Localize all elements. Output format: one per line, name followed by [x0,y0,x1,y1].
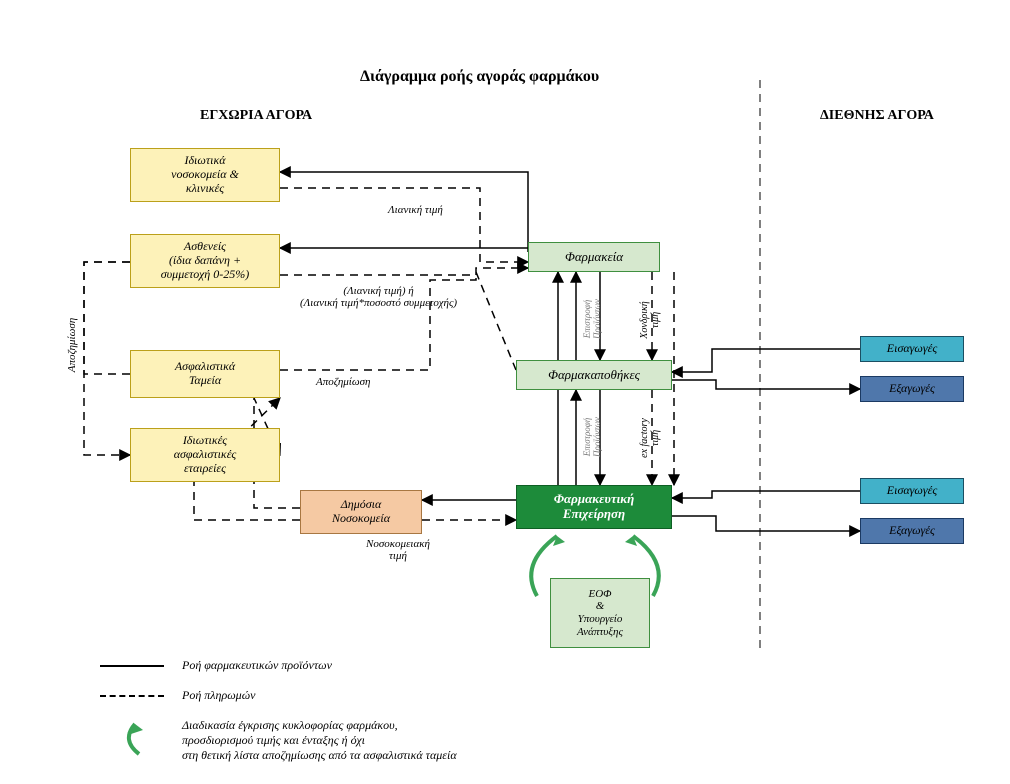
vlabel-vl_returns1: ΕπιστροφήΠροϊόντων [582,269,602,369]
node-n_exp1: Εξαγωγές [860,376,964,402]
vlabel-vl_apozim_left: Αποζημίωση [66,295,78,395]
edge-e12b [84,262,130,374]
node-n_priv_ins: Ιδιωτικέςασφαλιστικέςεταιρείες [130,428,280,482]
label-l_retail: Λιανική τιμή [388,204,443,216]
node-n_eof: ΕΟΦ&ΥπουργείοΑνάπτυξης [550,578,650,648]
label-l_retail2: (Λιανική τιμή) ή(Λιανική τιμή*ποσοστό συ… [300,285,457,309]
node-n_ins_funds: ΑσφαλιστικάΤαμεία [130,350,280,398]
node-n_company: ΦαρμακευτικήΕπιχείρηση [516,485,672,529]
legend-dashed-icon [100,695,164,697]
edge-e1d [280,188,528,262]
title-right: ΔΙΕΘΝΗΣ ΑΓΟΡΑ [820,108,934,124]
edge-e2d [280,268,528,275]
node-n_pharmacies: Φαρμακεία [528,242,660,272]
node-n_imp1: Εισαγωγές [860,336,964,362]
node-n_imp2: Εισαγωγές [860,478,964,504]
legend-row-0: Ροή φαρμακευτικών προϊόντων [100,658,332,673]
edge-e8 [672,349,860,372]
edge-e11 [672,516,860,531]
legend-solid-icon [100,665,164,667]
node-n_patients: Ασθενείς(ίδια δαπάνη +συμμετοχή 0-25%) [130,234,280,288]
legend-row-1: Ροή πληρωμών [100,688,255,703]
node-n_priv_hosp: Ιδιωτικάνοσοκομεία &κλινικές [130,148,280,202]
legend-text-1: Ροή πληρωμών [182,688,255,703]
edge-e10 [672,491,860,498]
legend-text-0: Ροή φαρμακευτικών προϊόντων [182,658,332,673]
vlabel-vl_exfactory: ex factoryτιμή [639,388,661,488]
legend-text-2: Διαδικασία έγκρισης κυκλοφορίας φαρμάκου… [182,718,457,763]
node-n_pub_hosp: ΔημόσιαΝοσοκομεία [300,490,422,534]
node-n_exp2: Εξαγωγές [860,518,964,544]
legend-green-arrow-icon [100,718,164,758]
title-main: Διάγραμμα ροής αγοράς φαρμάκου [360,68,599,86]
label-l_apozim: Αποζημίωση [316,376,371,388]
legend-row-2: Διαδικασία έγκρισης κυκλοφορίας φαρμάκου… [100,718,457,763]
edge-e12 [84,262,130,455]
title-left: ΕΓΧΩΡΙΑ ΑΓΟΡΑ [200,108,312,124]
vlabel-vl_wholesale: Χονδρικήτιμή [639,270,661,370]
edge-e9 [672,380,860,389]
vlabel-vl_returns2: ΕπιστροφήΠροϊόντων [582,387,602,487]
label-l_hosp_price: Νοσοκομειακήτιμή [366,538,430,562]
